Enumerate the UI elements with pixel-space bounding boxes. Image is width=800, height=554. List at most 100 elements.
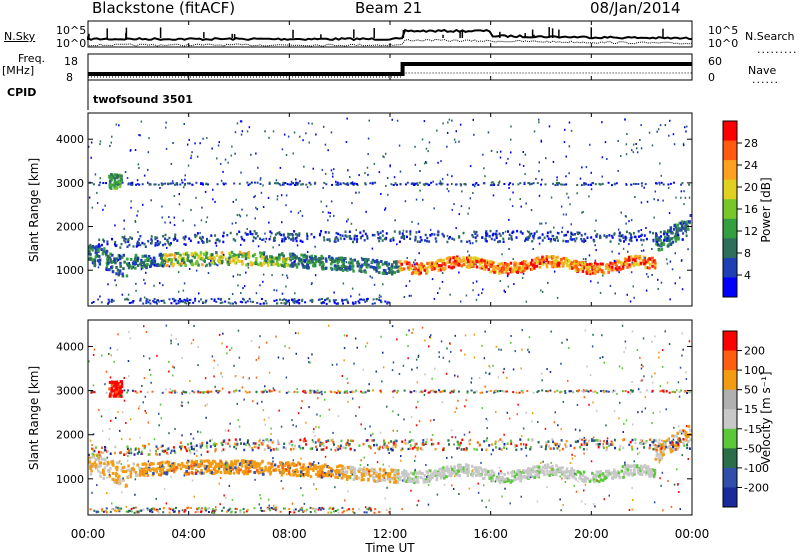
- heatmap-cell: [299, 447, 302, 450]
- heatmap-cell: [184, 299, 187, 302]
- heatmap-cell: [152, 300, 155, 303]
- heatmap-cell: [273, 182, 276, 185]
- heatmap-cell: [672, 133, 675, 136]
- heatmap-cell: [167, 447, 170, 450]
- heatmap-cell: [369, 275, 371, 278]
- heatmap-cell: [595, 470, 599, 474]
- heatmap-cell: [610, 265, 614, 269]
- heatmap-cell: [649, 438, 652, 441]
- heatmap-cell: [366, 298, 369, 301]
- heatmap-cell: [182, 289, 185, 292]
- heatmap-cell: [292, 253, 295, 257]
- heatmap-cell: [170, 242, 172, 245]
- heatmap-cell: [320, 302, 323, 305]
- heatmap-cell: [588, 272, 592, 276]
- heatmap-cell: [464, 469, 468, 473]
- heatmap-cell: [166, 260, 169, 264]
- heatmap-cell: [401, 233, 404, 237]
- heatmap-cell: [454, 259, 457, 263]
- heatmap-cell: [122, 470, 125, 474]
- heatmap-cell: [564, 261, 567, 264]
- heatmap-cell: [644, 183, 647, 186]
- heatmap-cell: [201, 182, 204, 185]
- heatmap-cell: [520, 477, 523, 481]
- heatmap-cell: [206, 237, 208, 241]
- heatmap-cell: [519, 182, 522, 185]
- heatmap-cell: [177, 271, 180, 274]
- heatmap-cell: [343, 471, 346, 474]
- heatmap-cell: [96, 191, 98, 194]
- heatmap-cell: [122, 267, 125, 271]
- heatmap-cell: [329, 266, 333, 270]
- heatmap-cell: [492, 448, 494, 452]
- heatmap-cell: [369, 474, 372, 478]
- heatmap-cell: [626, 473, 630, 477]
- heatmap-cell: [556, 176, 558, 179]
- heatmap-cell: [523, 474, 527, 478]
- heatmap-cell: [262, 255, 265, 259]
- heatmap-cell: [298, 462, 302, 466]
- heatmap-cell: [413, 266, 417, 270]
- heatmap-cell: [172, 142, 174, 144]
- heatmap-cell: [648, 468, 652, 471]
- heatmap-cell: [518, 262, 521, 266]
- heatmap-cell: [262, 472, 265, 476]
- heatmap-cell: [519, 471, 522, 474]
- heatmap-cell: [254, 442, 257, 445]
- heatmap-cell: [108, 300, 111, 303]
- heatmap-cell: [567, 474, 570, 478]
- heatmap-cell: [489, 473, 492, 477]
- heatmap-cell: [585, 443, 588, 446]
- heatmap-cell: [125, 453, 127, 456]
- heatmap-cell: [473, 467, 477, 471]
- heatmap-cell: [234, 301, 237, 304]
- heatmap-cell: [425, 470, 428, 474]
- heatmap-cell: [447, 256, 450, 260]
- heatmap-cell: [683, 190, 685, 193]
- heatmap-cell: [416, 448, 419, 452]
- heatmap-cell: [509, 480, 512, 484]
- heatmap-cell: [147, 181, 149, 184]
- heatmap-cell: [134, 448, 137, 451]
- heatmap-cell: [286, 183, 289, 186]
- heatmap-cell: [124, 238, 127, 241]
- heatmap-cell: [95, 250, 97, 253]
- heatmap-cell: [231, 222, 234, 225]
- heatmap-cell: [381, 230, 384, 233]
- heatmap-cell: [658, 236, 661, 240]
- heatmap-cell: [132, 300, 135, 302]
- heatmap-cell: [239, 300, 242, 303]
- heatmap-cell: [187, 254, 190, 258]
- heatmap-cell: [165, 254, 169, 258]
- heatmap-cell: [411, 182, 414, 185]
- heatmap-cell: [637, 263, 641, 267]
- heatmap-cell: [340, 469, 343, 473]
- heatmap-cell: [91, 248, 94, 252]
- heatmap-cell: [318, 233, 321, 237]
- heatmap-cell: [620, 469, 623, 473]
- heatmap-cell: [129, 472, 133, 476]
- heatmap-cell: [474, 256, 477, 260]
- heatmap-cell: [140, 120, 143, 123]
- heatmap-cell: [394, 439, 397, 443]
- heatmap-cell: [442, 470, 445, 474]
- heatmap-cell: [380, 295, 382, 298]
- heatmap-cell: [622, 438, 625, 442]
- heatmap-cell: [492, 194, 495, 197]
- heatmap-cell: [440, 474, 444, 478]
- heatmap-cell: [552, 447, 555, 450]
- heatmap-cell: [182, 236, 185, 239]
- heatmap-cell: [592, 266, 596, 270]
- heatmap-cell: [547, 440, 550, 443]
- heatmap-cell: [453, 238, 456, 241]
- heatmap-cell: [256, 301, 259, 304]
- heatmap-cell: [635, 465, 639, 469]
- heatmap-cell: [206, 183, 209, 186]
- heatmap-cell: [403, 235, 406, 238]
- heatmap-cell: [95, 245, 98, 248]
- heatmap-cell: [285, 263, 289, 267]
- heatmap-cell: [290, 238, 293, 241]
- heatmap-cell: [257, 446, 260, 450]
- heatmap-cell: [598, 268, 602, 272]
- heatmap-cell: [240, 462, 243, 466]
